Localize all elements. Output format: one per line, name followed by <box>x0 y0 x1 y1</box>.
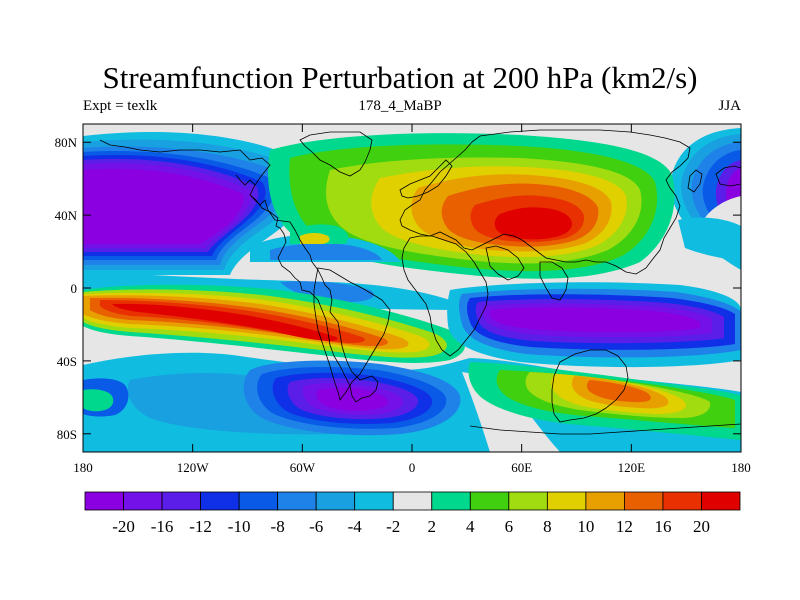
outline-greenland <box>299 131 373 177</box>
colorbar-box <box>315 491 356 511</box>
colorbar-box <box>161 491 201 511</box>
colorbar-box <box>624 491 664 511</box>
lon-tick-label: 0 <box>409 460 416 475</box>
contour-asia-high <box>268 133 675 279</box>
colorbar-box <box>277 491 317 511</box>
colorbar-label: 10 <box>577 517 594 536</box>
outline-japan <box>687 169 703 193</box>
lon-tick-label: 180 <box>731 460 751 475</box>
colorbar-box <box>546 491 587 511</box>
lat-tick-label: 40S <box>57 354 77 369</box>
colorbar-label: 6 <box>505 517 514 536</box>
colorbar-box <box>469 491 510 511</box>
colorbar-box <box>238 491 279 511</box>
colorbar-label: 16 <box>654 517 671 536</box>
continent-outlines <box>99 129 741 435</box>
lon-tick-label: 120E <box>618 460 646 475</box>
colorbar-label: -12 <box>189 517 212 536</box>
colorbar-label: -2 <box>386 517 400 536</box>
outline-eurasia <box>399 129 691 275</box>
contour-north-pacific-low <box>83 131 315 275</box>
colorbar-box <box>701 491 741 511</box>
plot-title: Streamfunction Perturbation at 200 hPa (… <box>102 60 698 95</box>
colorbar-label: -6 <box>309 517 323 536</box>
colorbar-label: 20 <box>693 517 710 536</box>
colorbar-box <box>84 491 124 511</box>
colorbar-label: -20 <box>112 517 135 536</box>
lon-tick-label: 60W <box>290 460 316 475</box>
lat-tick-label: 80S <box>57 427 77 442</box>
outline-antarctica <box>469 423 741 435</box>
outline-australia <box>551 349 629 423</box>
experiment-label: Expt = texlk <box>83 98 158 114</box>
outline-south-america <box>313 267 391 401</box>
colorbar-box <box>200 491 240 511</box>
lat-tick-label: 0 <box>71 281 78 296</box>
outline-north-america <box>99 139 379 403</box>
contour-south-atlantic-low <box>243 360 461 436</box>
colorbar-label: -8 <box>271 517 285 536</box>
colorbar-box <box>585 491 625 511</box>
outline-scandinavia <box>399 159 453 199</box>
outline-africa <box>401 235 489 357</box>
colorbar-box <box>662 491 702 511</box>
contour-north-america <box>250 217 741 262</box>
colorbar-label: 2 <box>428 517 437 536</box>
colorbar-box <box>431 491 471 511</box>
season-label: JJA <box>718 98 741 114</box>
lon-tick-label: 60E <box>511 460 532 475</box>
latitude-axis: 80N 40N 0 40S 80S <box>55 135 741 442</box>
contour-south-indian-low <box>447 282 741 368</box>
colorbar-label: 8 <box>543 517 552 536</box>
time-label: 178_4_MaBP <box>358 98 442 114</box>
lat-tick-label: 80N <box>55 135 78 150</box>
colorbar-label: -16 <box>151 517 174 536</box>
colorbar-box <box>354 491 394 511</box>
contour-south-pacific-high <box>83 284 465 363</box>
outline-india <box>539 261 569 301</box>
colorbar-label: 4 <box>466 517 475 536</box>
colorbar-label: -4 <box>348 517 363 536</box>
colorbar-box <box>392 491 433 511</box>
colorbar-box <box>123 491 163 511</box>
colorbar-box <box>508 491 548 511</box>
colorbar: -20 -16 -12 -10 -8 -6 -4 -2 2 4 6 8 10 12 16 20 <box>84 491 741 536</box>
outline-arabia <box>485 245 525 281</box>
lon-tick-label: 120W <box>177 460 210 475</box>
outline-alaska <box>715 165 741 187</box>
lon-tick-label: 180 <box>73 460 93 475</box>
colorbar-label: 12 <box>616 517 633 536</box>
contour-fills <box>83 128 741 452</box>
colorbar-label: -10 <box>228 517 251 536</box>
lat-tick-label: 40N <box>55 208 78 223</box>
longitude-axis: 180 120W 60W 0 60E 120E 180 <box>73 124 751 475</box>
